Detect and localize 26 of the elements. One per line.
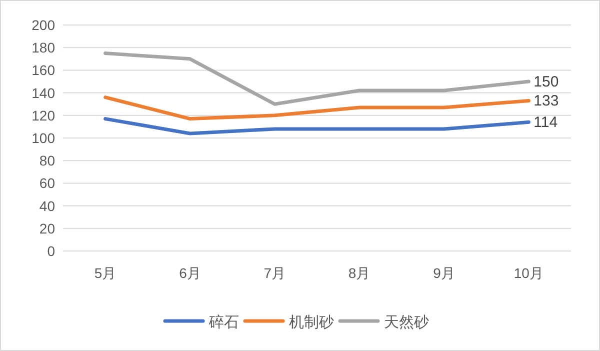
data-label: 114: [534, 114, 558, 132]
line-series: [104, 96, 530, 121]
x-tick-label: 6月: [179, 265, 201, 281]
y-tick-label: 120: [32, 107, 56, 124]
line-series: [104, 117, 530, 136]
x-tick-label: 10月: [514, 265, 544, 281]
y-tick-label: 40: [39, 198, 56, 214]
x-tick-label: 5月: [94, 265, 116, 281]
y-tick-label: 160: [32, 62, 56, 78]
legend-label: 碎石: [208, 314, 239, 331]
y-tick-label: 100: [32, 130, 56, 146]
y-tick-label: 80: [39, 152, 56, 169]
y-tick-label: 140: [32, 84, 56, 101]
line-series: [104, 52, 530, 106]
x-tick-label: 7月: [264, 265, 286, 281]
data-label: 150: [534, 74, 559, 90]
y-tick-label: 180: [32, 40, 56, 56]
legend-label: 机制砂: [289, 314, 334, 331]
y-tick-label: 200: [32, 17, 56, 33]
x-tick-label: 9月: [433, 265, 455, 281]
y-tick-label: 20: [39, 220, 56, 236]
y-tick-label: 0: [47, 243, 56, 259]
x-tick-label: 8月: [348, 265, 370, 281]
data-label: 133: [534, 92, 559, 110]
legend-label: 天然砂: [384, 314, 429, 331]
y-tick-label: 60: [39, 175, 56, 192]
